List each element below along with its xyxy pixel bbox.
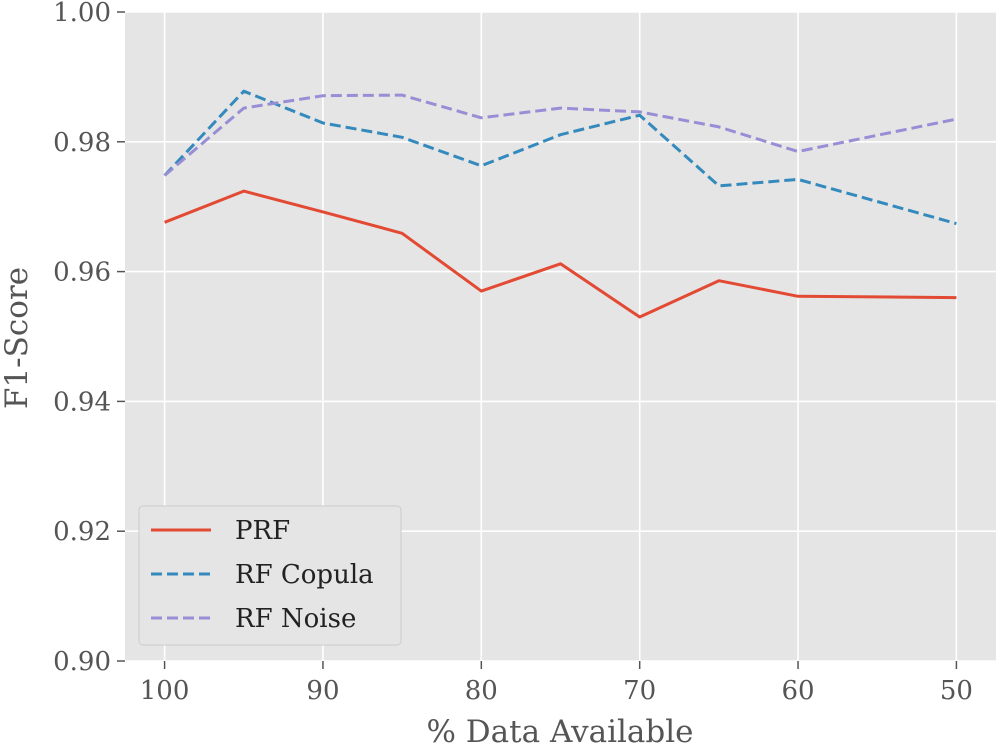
y-tick-label: 0.92 <box>53 517 111 547</box>
legend: PRF RF Copula RF Noise <box>138 505 402 646</box>
legend-label: PRF <box>235 516 290 546</box>
y-tick-label: 0.96 <box>53 258 111 288</box>
y-axis-title: F1-Score <box>0 267 35 409</box>
y-tick-label: 0.94 <box>53 387 111 417</box>
x-tick-label: 70 <box>623 676 656 706</box>
y-axis: 0.90 0.92 0.94 0.96 0.98 1.00 <box>53 0 125 677</box>
legend-label: RF Noise <box>235 604 356 634</box>
legend-label: RF Copula <box>235 560 374 590</box>
series-line-prf <box>164 189 957 319</box>
x-tick-label: 80 <box>465 676 498 706</box>
y-tick-label: 1.00 <box>53 0 111 28</box>
x-tick-label: 50 <box>940 676 973 706</box>
series-line-rf-copula <box>163 89 957 226</box>
series-line-rf-noise <box>163 93 957 177</box>
series-group <box>163 89 957 319</box>
y-tick-label: 0.98 <box>53 128 111 158</box>
x-tick-label: 100 <box>140 676 190 706</box>
x-tick-label: 60 <box>781 676 814 706</box>
y-tick-label: 0.90 <box>53 647 111 677</box>
x-tick-label: 90 <box>306 676 339 706</box>
x-axis: 100 90 80 70 60 50 <box>140 661 973 706</box>
x-axis-title: % Data Available <box>427 714 694 745</box>
legend-box <box>138 505 402 646</box>
